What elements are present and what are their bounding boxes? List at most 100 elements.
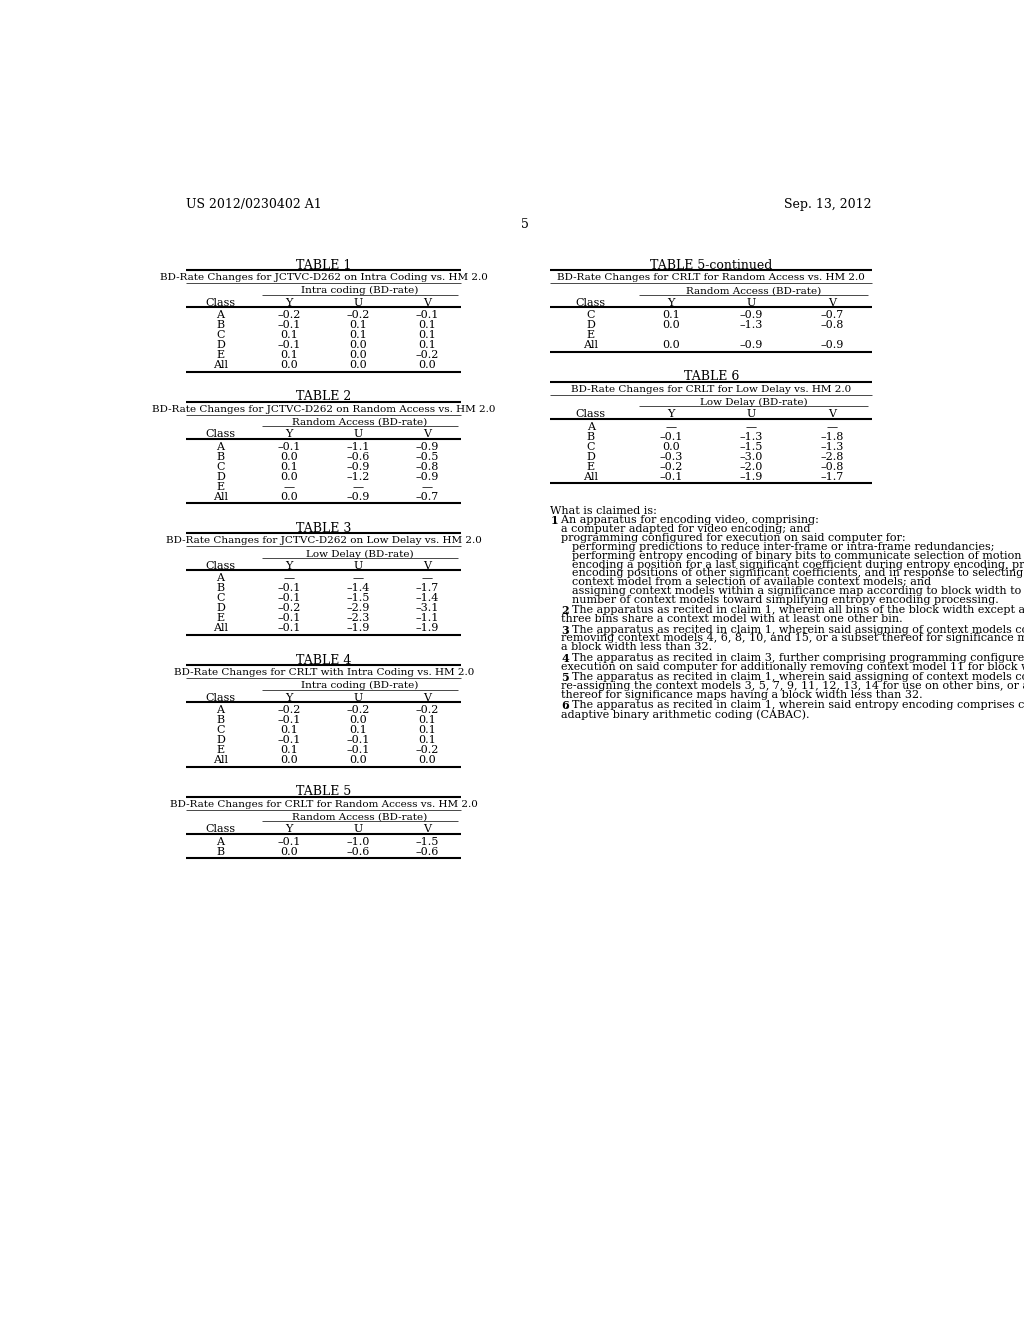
Text: All: All xyxy=(213,623,228,634)
Text: 0.1: 0.1 xyxy=(418,330,436,341)
Text: B: B xyxy=(216,451,224,462)
Text: U: U xyxy=(353,561,362,572)
Text: D: D xyxy=(586,451,595,462)
Text: –1.5: –1.5 xyxy=(739,442,763,451)
Text: . The apparatus as recited in claim 1, wherein said entropy encoding comprises c: . The apparatus as recited in claim 1, w… xyxy=(565,700,1024,710)
Text: —: — xyxy=(421,482,432,492)
Text: TABLE 4: TABLE 4 xyxy=(296,653,351,667)
Text: assigning context models within a significance map according to block width to e: assigning context models within a signif… xyxy=(572,586,1024,597)
Text: BD-Rate Changes for JCTVC-D262 on Random Access vs. HM 2.0: BD-Rate Changes for JCTVC-D262 on Random… xyxy=(152,405,496,413)
Text: a block width less than 32.: a block width less than 32. xyxy=(561,643,713,652)
Text: 4: 4 xyxy=(561,653,569,664)
Text: –1.7: –1.7 xyxy=(820,471,844,482)
Text: . The apparatus as recited in claim 1, wherein said assigning of context models : . The apparatus as recited in claim 1, w… xyxy=(565,624,1024,635)
Text: U: U xyxy=(353,825,362,834)
Text: B: B xyxy=(216,847,224,857)
Text: Y: Y xyxy=(668,409,675,420)
Text: TABLE 3: TABLE 3 xyxy=(296,521,351,535)
Text: Intra coding (BD-rate): Intra coding (BD-rate) xyxy=(301,286,419,296)
Text: V: V xyxy=(423,561,431,572)
Text: —: — xyxy=(284,573,295,583)
Text: 0.1: 0.1 xyxy=(418,735,436,744)
Text: –0.1: –0.1 xyxy=(278,341,301,350)
Text: B: B xyxy=(216,321,224,330)
Text: –1.5: –1.5 xyxy=(415,837,438,846)
Text: U: U xyxy=(353,693,362,702)
Text: 0.1: 0.1 xyxy=(281,744,298,755)
Text: 0.1: 0.1 xyxy=(418,725,436,735)
Text: Class: Class xyxy=(206,561,236,572)
Text: . The apparatus as recited in claim 1, wherein all bins of the block width excep: . The apparatus as recited in claim 1, w… xyxy=(565,606,1024,615)
Text: E: E xyxy=(216,350,224,360)
Text: –0.2: –0.2 xyxy=(346,310,370,319)
Text: 0.0: 0.0 xyxy=(281,451,298,462)
Text: –1.3: –1.3 xyxy=(739,432,763,442)
Text: 0.1: 0.1 xyxy=(349,330,367,341)
Text: –0.9: –0.9 xyxy=(415,442,438,451)
Text: 0.0: 0.0 xyxy=(281,492,298,502)
Text: –0.1: –0.1 xyxy=(346,735,370,744)
Text: –0.1: –0.1 xyxy=(278,837,301,846)
Text: Low Delay (BD-rate): Low Delay (BD-rate) xyxy=(699,397,807,407)
Text: –0.3: –0.3 xyxy=(659,451,683,462)
Text: A: A xyxy=(216,573,224,583)
Text: Y: Y xyxy=(286,825,293,834)
Text: U: U xyxy=(353,429,362,440)
Text: –0.1: –0.1 xyxy=(659,432,683,442)
Text: U: U xyxy=(353,298,362,308)
Text: V: V xyxy=(423,693,431,702)
Text: All: All xyxy=(213,360,228,370)
Text: 0.0: 0.0 xyxy=(663,341,680,350)
Text: B: B xyxy=(587,432,595,442)
Text: Class: Class xyxy=(206,693,236,702)
Text: BD-Rate Changes for JCTVC-D262 on Low Delay vs. HM 2.0: BD-Rate Changes for JCTVC-D262 on Low De… xyxy=(166,536,481,545)
Text: V: V xyxy=(827,298,836,308)
Text: –0.7: –0.7 xyxy=(820,310,844,319)
Text: 0.0: 0.0 xyxy=(349,341,367,350)
Text: C: C xyxy=(587,310,595,319)
Text: –0.2: –0.2 xyxy=(415,350,438,360)
Text: –0.2: –0.2 xyxy=(415,744,438,755)
Text: D: D xyxy=(216,341,225,350)
Text: –3.1: –3.1 xyxy=(415,603,438,614)
Text: Class: Class xyxy=(575,298,605,308)
Text: Y: Y xyxy=(668,298,675,308)
Text: –0.2: –0.2 xyxy=(278,603,301,614)
Text: Random Access (BD-rate): Random Access (BD-rate) xyxy=(292,418,427,426)
Text: adaptive binary arithmetic coding (CABAC).: adaptive binary arithmetic coding (CABAC… xyxy=(561,709,810,719)
Text: A: A xyxy=(216,705,224,715)
Text: —: — xyxy=(666,422,677,432)
Text: . An apparatus for encoding video, comprising:: . An apparatus for encoding video, compr… xyxy=(554,515,819,525)
Text: –2.0: –2.0 xyxy=(739,462,763,471)
Text: V: V xyxy=(423,429,431,440)
Text: –0.6: –0.6 xyxy=(346,451,370,462)
Text: –0.5: –0.5 xyxy=(415,451,438,462)
Text: Class: Class xyxy=(575,409,605,420)
Text: TABLE 6: TABLE 6 xyxy=(683,370,739,383)
Text: 0.1: 0.1 xyxy=(663,310,680,319)
Text: –0.9: –0.9 xyxy=(739,341,763,350)
Text: –1.4: –1.4 xyxy=(346,583,370,594)
Text: B: B xyxy=(216,583,224,594)
Text: A: A xyxy=(587,422,595,432)
Text: –0.1: –0.1 xyxy=(278,321,301,330)
Text: E: E xyxy=(587,462,595,471)
Text: Random Access (BD-rate): Random Access (BD-rate) xyxy=(292,813,427,822)
Text: 0.0: 0.0 xyxy=(349,360,367,370)
Text: –1.1: –1.1 xyxy=(346,442,370,451)
Text: 0.0: 0.0 xyxy=(418,360,436,370)
Text: a computer adapted for video encoding; and: a computer adapted for video encoding; a… xyxy=(561,524,811,535)
Text: 0.0: 0.0 xyxy=(349,350,367,360)
Text: Class: Class xyxy=(206,429,236,440)
Text: –0.6: –0.6 xyxy=(346,847,370,857)
Text: –0.1: –0.1 xyxy=(415,310,438,319)
Text: Sep. 13, 2012: Sep. 13, 2012 xyxy=(784,198,872,211)
Text: BD-Rate Changes for JCTVC-D262 on Intra Coding vs. HM 2.0: BD-Rate Changes for JCTVC-D262 on Intra … xyxy=(160,273,487,282)
Text: –0.2: –0.2 xyxy=(278,705,301,715)
Text: Y: Y xyxy=(286,693,293,702)
Text: All: All xyxy=(583,341,598,350)
Text: –0.9: –0.9 xyxy=(346,492,370,502)
Text: B: B xyxy=(216,715,224,725)
Text: execution on said computer for additionally removing context model 11 for block : execution on said computer for additiona… xyxy=(561,661,1024,672)
Text: 3: 3 xyxy=(561,624,569,636)
